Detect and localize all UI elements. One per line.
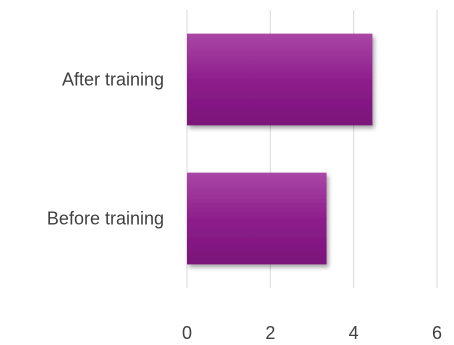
x-tick-label: 6 bbox=[432, 323, 442, 343]
bars bbox=[187, 33, 373, 265]
category-label: After training bbox=[62, 70, 164, 90]
category-label: Before training bbox=[47, 209, 164, 229]
x-axis-tick-labels: 0 2 4 6 bbox=[182, 323, 442, 343]
category-labels: After training Before training bbox=[47, 70, 164, 229]
x-tick-label: 2 bbox=[265, 323, 275, 343]
x-tick-label: 4 bbox=[349, 323, 359, 343]
bar-after-training bbox=[187, 33, 373, 126]
bar-before-training bbox=[187, 172, 327, 265]
x-tick-label: 0 bbox=[182, 323, 192, 343]
